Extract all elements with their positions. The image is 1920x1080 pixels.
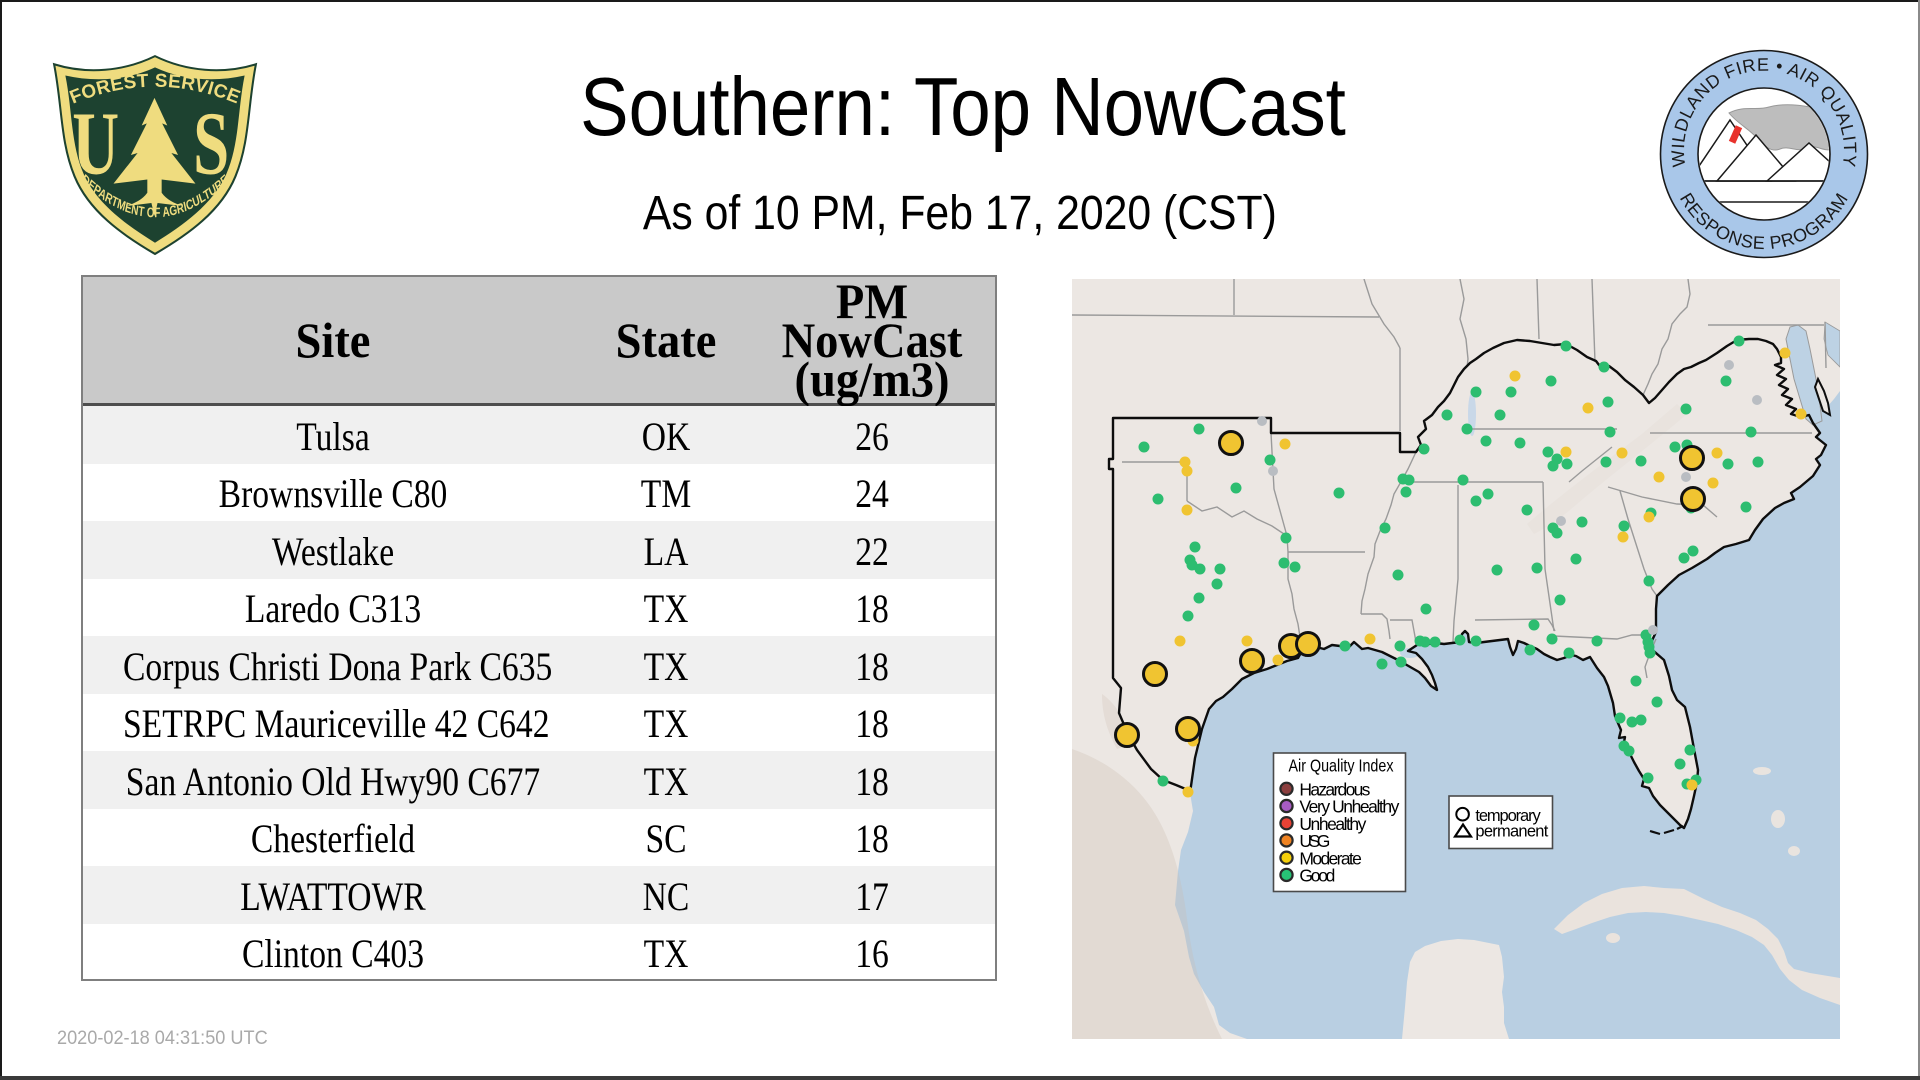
svg-text:Moderate: Moderate (1299, 848, 1362, 868)
svg-text:U: U (72, 93, 119, 193)
svg-text:Hazardous: Hazardous (1299, 780, 1370, 800)
svg-text:Good: Good (1299, 866, 1335, 886)
svg-text:permanent: permanent (1475, 822, 1548, 840)
svg-text:Unhealthy: Unhealthy (1299, 814, 1366, 834)
svg-text:Air Quality Index: Air Quality Index (1289, 756, 1394, 776)
svg-text:USG: USG (1299, 831, 1330, 851)
svg-text:S: S (193, 93, 229, 193)
svg-text:temporary: temporary (1475, 807, 1541, 825)
svg-text:Very Unhealthy: Very Unhealthy (1299, 797, 1399, 817)
